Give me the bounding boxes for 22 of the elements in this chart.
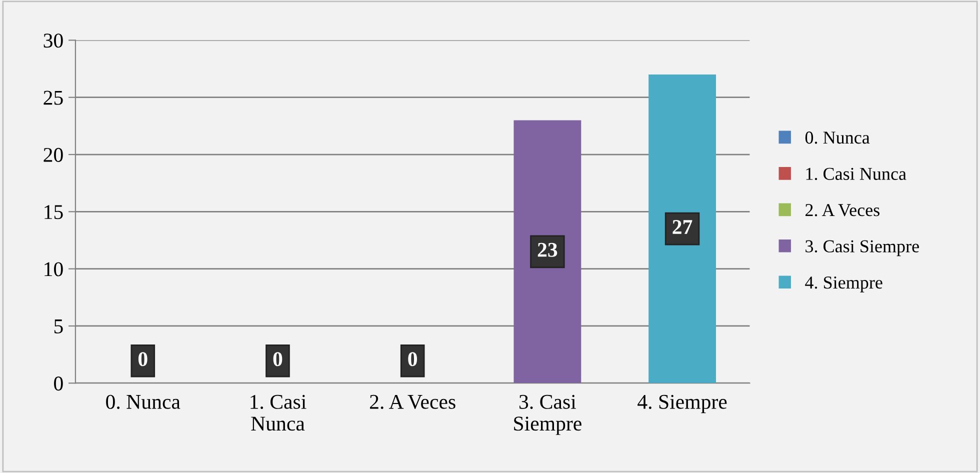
data-label: 0 [408,352,417,366]
x-tick-label: 4. Siempre [638,394,727,414]
legend-label: 0. Nunca [805,132,870,144]
y-tick-label: 25 [44,90,63,105]
y-tick-label: 10 [44,262,63,276]
x-tick-label: 1. Casi Nunca [250,394,306,431]
data-label: 27 [672,220,692,234]
data-label: 0 [138,352,148,366]
y-tick-label: 5 [54,320,63,334]
x-tick-label: 3. Casi Siempre [514,394,582,435]
legend-label: 1. Casi Nunca [806,168,906,180]
y-tick-label: 15 [44,205,63,220]
data-label: 23 [538,242,558,257]
y-tick-label: 20 [44,148,63,162]
y-tick-label: 0 [54,376,63,391]
x-tick-label: 2. A Veces [370,394,456,410]
y-tick-label: 30 [44,34,63,48]
data-label: 0 [273,352,282,366]
legend-label: 3. Casi Siempre [806,240,919,256]
x-tick-label: 0. Nunca [106,394,180,409]
legend-label: 2. A Veces [806,204,880,216]
legend-label: 4. Siempre [805,276,882,292]
